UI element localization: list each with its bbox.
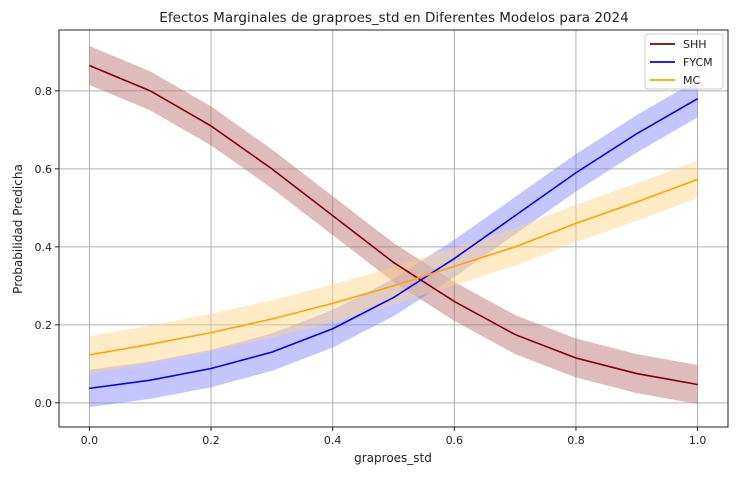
x-tick-label: 0.8 (567, 434, 585, 447)
fycm-confidence-band (89, 79, 698, 408)
legend-box (644, 33, 724, 90)
confidence-bands (89, 45, 698, 408)
legend-label-fycm: FYCM (683, 56, 713, 69)
y-axis-label: Probabilidad Predicha (11, 164, 25, 294)
y-tick-label: 0.4 (35, 241, 53, 254)
y-tick-label: 0.0 (35, 397, 53, 410)
axes-frame (58, 29, 729, 428)
x-tick-label: 1.0 (689, 434, 707, 447)
series-lines (89, 64, 698, 390)
grid (59, 30, 728, 427)
x-axis-label: graproes_std (354, 451, 432, 465)
x-tick-label: 0.0 (81, 434, 99, 447)
x-tick-label: 0.6 (446, 434, 464, 447)
y-tick-label: 0.2 (35, 319, 53, 332)
x-tick-label: 0.2 (202, 434, 220, 447)
ticks: 0.0 0.2 0.4 0.6 0.8 1.0 0.0 0.2 0.4 0.6 0.8 (35, 85, 707, 447)
shh-confidence-band (89, 45, 698, 404)
mc-confidence-band (89, 160, 698, 374)
legend: SHH FYCM MC (644, 33, 724, 90)
legend-label-mc: MC (683, 74, 700, 87)
chart-title: Efectos Marginales de graproes_std en Di… (159, 10, 628, 26)
x-tick-label: 0.4 (324, 434, 342, 447)
y-tick-label: 0.6 (35, 163, 53, 176)
y-tick-label: 0.8 (35, 85, 53, 98)
legend-label-shh: SHH (683, 38, 707, 51)
